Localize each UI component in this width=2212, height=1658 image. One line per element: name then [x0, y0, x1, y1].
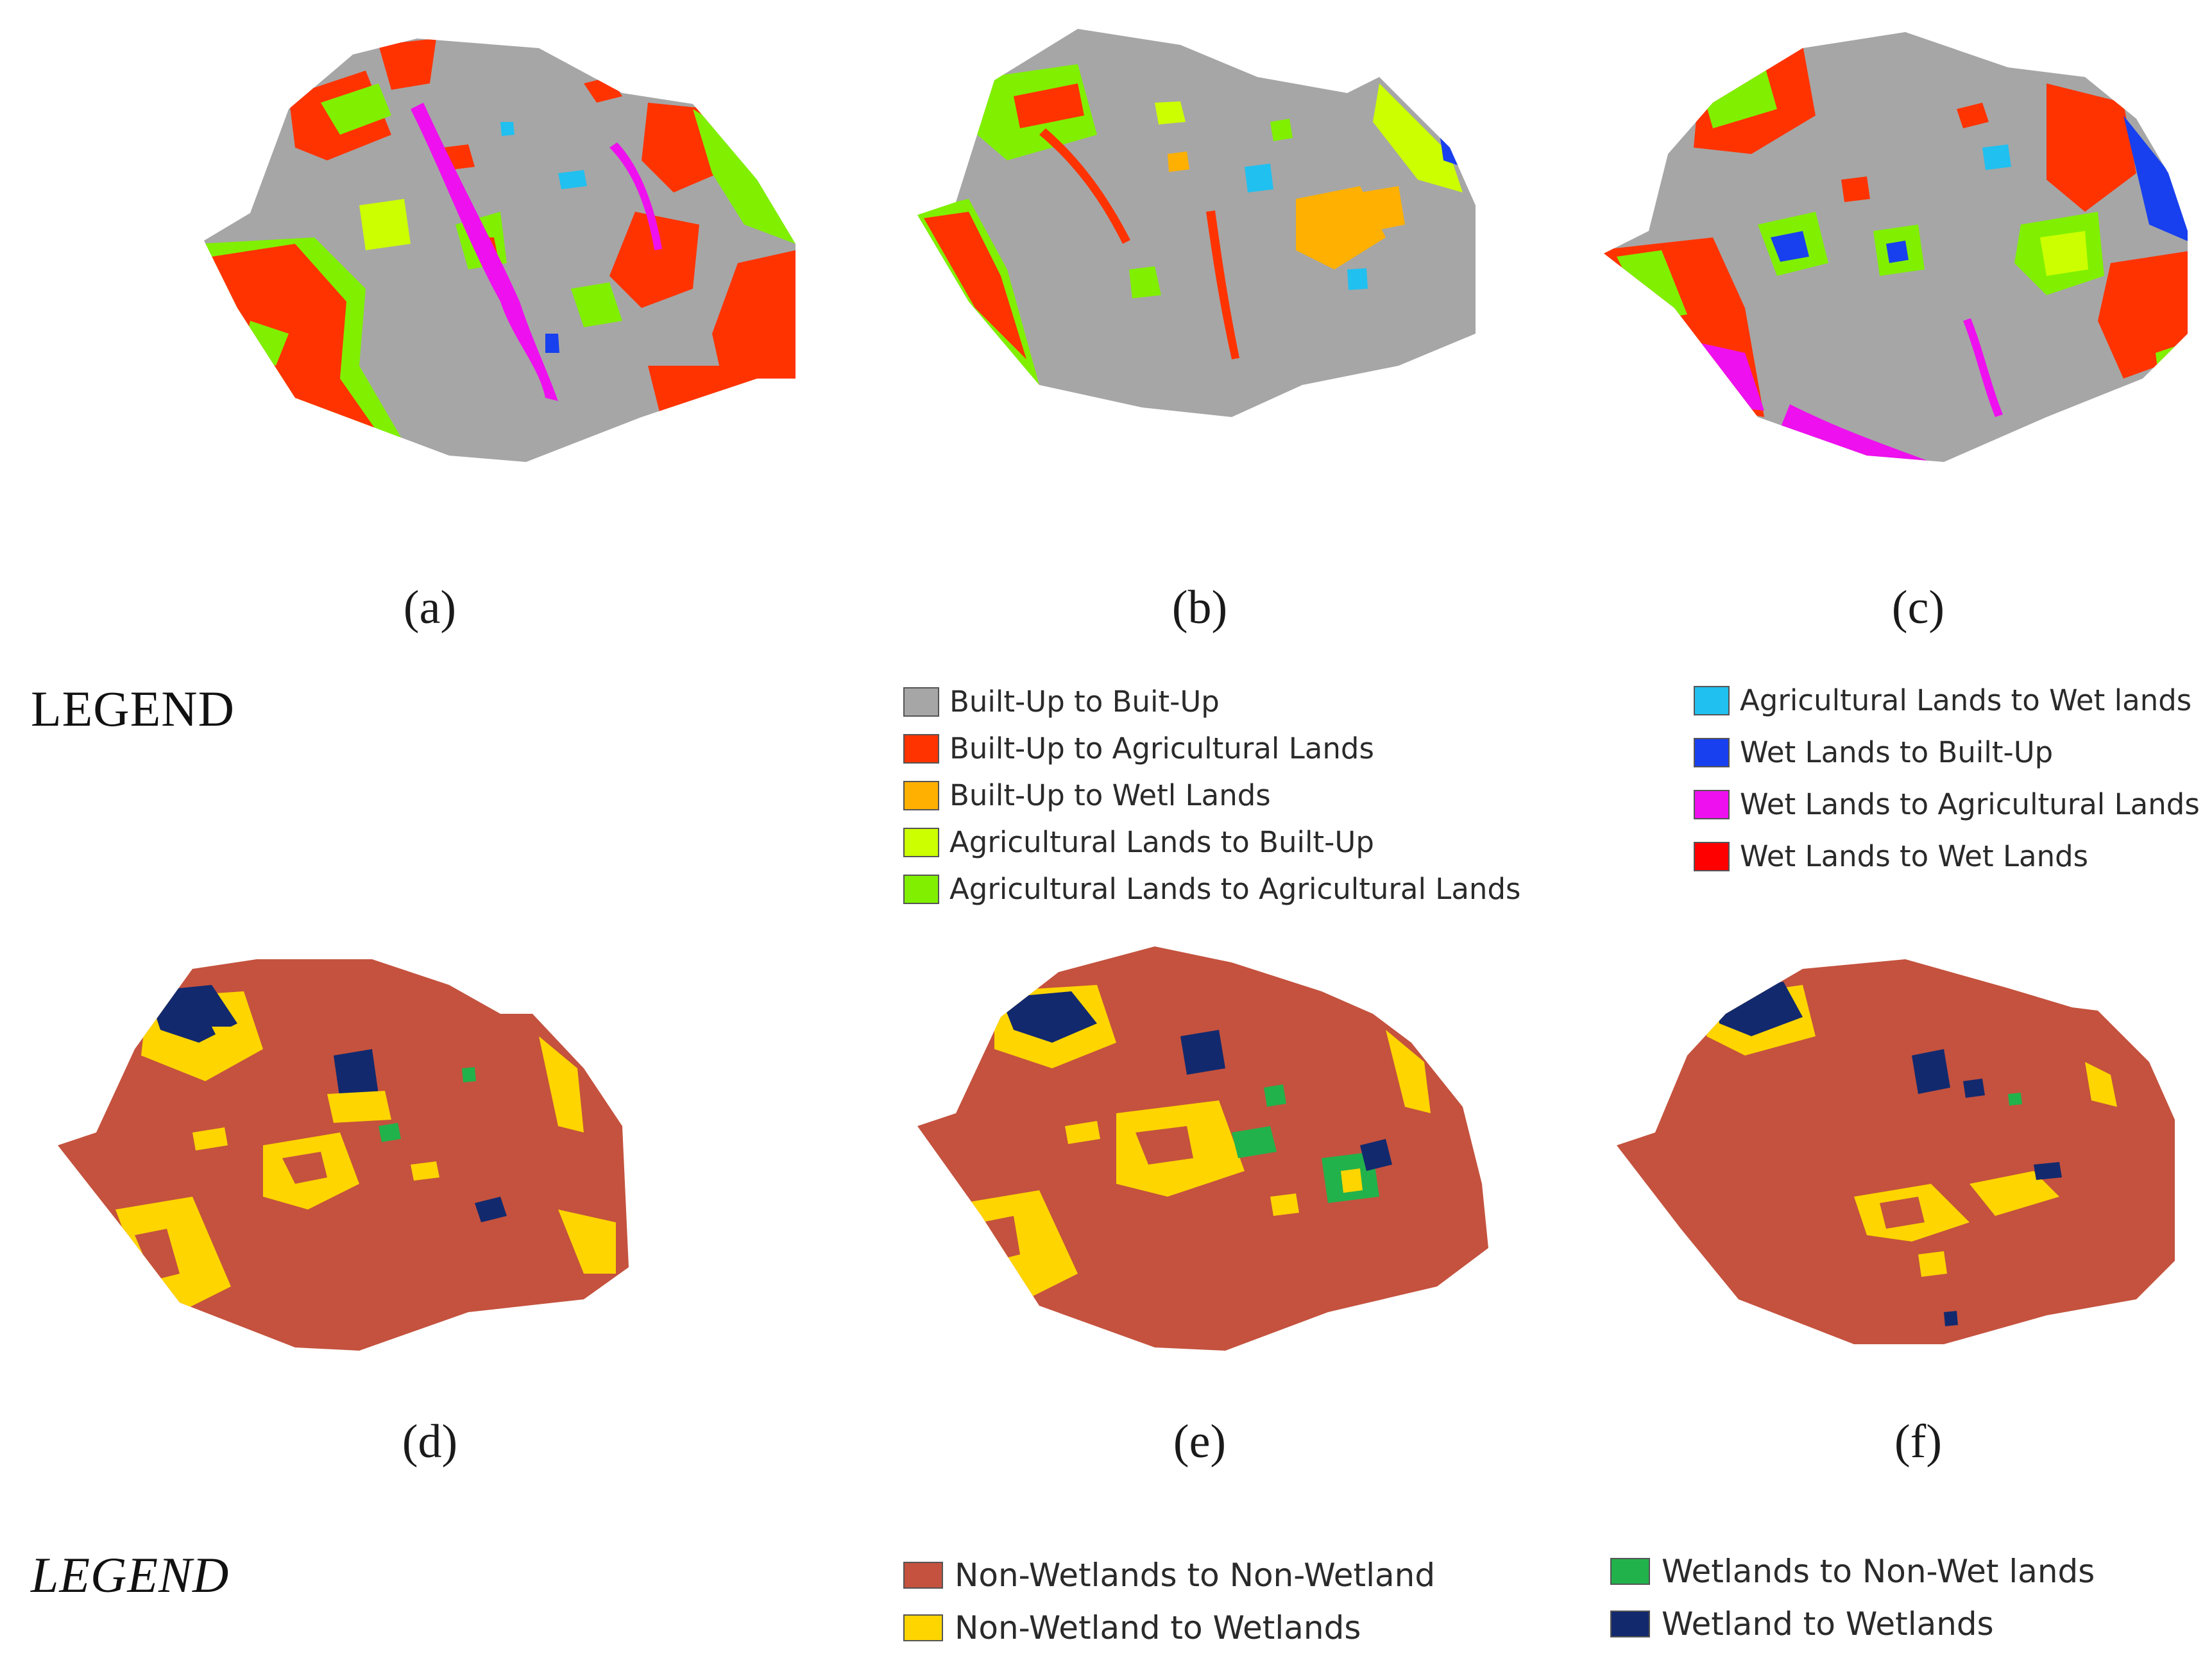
legend-item-wetland-to-wetland: Wetland to Wetlands: [1610, 1598, 2095, 1650]
panel-d-caption: (d): [402, 1415, 458, 1468]
legend-label: Wetland to Wetlands: [1662, 1605, 1994, 1643]
legend-item-agricultural-to-builtup: Agricultural Lands to Built-Up: [903, 819, 1520, 866]
legend-top-column-2: Agricultural Lands to Wet lands Wet Land…: [1694, 674, 2200, 882]
legend-item-builtup-to-builtup: Built-Up to Buit-Up: [903, 678, 1520, 725]
legend-item-wetlands-to-agricultural: Wet Lands to Agricultural Lands: [1694, 778, 2200, 830]
legend-bottom-column-1: Non-Wetlands to Non-Wetland Non-Wetland …: [903, 1549, 1435, 1654]
legend-item-wetlands-to-builtup: Wet Lands to Built-Up: [1694, 726, 2200, 778]
legend-item-builtup-to-wetlands: Built-Up to Wetl Lands: [903, 772, 1520, 819]
map-b: [917, 29, 1476, 417]
panel-e-caption: (e): [1173, 1415, 1227, 1468]
legend-swatch: [903, 780, 939, 810]
legend-swatch: [1694, 789, 1730, 819]
legend-label: Wet Lands to Wet Lands: [1740, 839, 2089, 873]
legend-swatch: [903, 687, 939, 717]
map-f: [1617, 959, 2175, 1344]
legend-label: Built-Up to Buit-Up: [949, 685, 1220, 719]
legend-bottom-title: LEGEND: [31, 1547, 230, 1603]
legend-item-wetland-to-nonwetland: Wetlands to Non-Wet lands: [1610, 1545, 2095, 1598]
legend-item-nonwetland-to-wetland: Non-Wetland to Wetlands: [903, 1602, 1435, 1654]
legend-swatch: [1610, 1558, 1650, 1585]
panel-a-caption: (a): [403, 581, 457, 634]
legend-item-agricultural-to-wetlands: Agricultural Lands to Wet lands: [1694, 674, 2200, 726]
legend-swatch: [1694, 841, 1730, 871]
legend-label: Wet Lands to Built-Up: [1740, 735, 2054, 769]
map-e: [917, 946, 1488, 1351]
panel-b-caption: (b): [1171, 581, 1228, 634]
legend-swatch: [1610, 1611, 1650, 1637]
legend-bottom-column-2: Wetlands to Non-Wet lands Wetland to Wet…: [1610, 1545, 2095, 1650]
legend-label: Agricultural Lands to Wet lands: [1740, 683, 2192, 717]
map-c: [1604, 32, 2188, 462]
panel-c-caption: (c): [1891, 581, 1945, 634]
map-a: [204, 38, 795, 462]
legend-item-wetlands-to-wetlands: Wet Lands to Wet Lands: [1694, 830, 2200, 882]
legend-swatch: [903, 1614, 943, 1641]
legend-label: Agricultural Lands to Built-Up: [949, 825, 1374, 859]
panel-f-caption: (f): [1894, 1415, 1942, 1468]
legend-top-title: LEGEND: [31, 681, 235, 737]
legend-label: Wet Lands to Agricultural Lands: [1740, 787, 2200, 821]
legend-label: Non-Wetland to Wetlands: [955, 1609, 1361, 1646]
legend-label: Non-Wetlands to Non-Wetland: [955, 1557, 1436, 1594]
legend-label: Agricultural Lands to Agricultural Lands: [949, 872, 1521, 906]
legend-swatch: [903, 827, 939, 857]
legend-swatch: [903, 874, 939, 904]
legend-item-builtup-to-agricultural: Built-Up to Agricultural Lands: [903, 725, 1520, 772]
legend-top-column-1: Built-Up to Buit-Up Built-Up to Agricult…: [903, 678, 1520, 912]
legend-swatch: [903, 1562, 943, 1589]
legend-item-agricultural-to-agricultural: Agricultural Lands to Agricultural Lands: [903, 866, 1520, 912]
legend-swatch: [1694, 737, 1730, 767]
legend-label: Built-Up to Wetl Lands: [949, 778, 1271, 812]
legend-label: Wetlands to Non-Wet lands: [1662, 1553, 2095, 1590]
legend-swatch: [1694, 685, 1730, 715]
map-d: [58, 959, 629, 1351]
legend-item-nonwetland-to-nonwetland: Non-Wetlands to Non-Wetland: [903, 1549, 1435, 1602]
legend-label: Built-Up to Agricultural Lands: [949, 731, 1374, 765]
legend-swatch: [903, 733, 939, 764]
